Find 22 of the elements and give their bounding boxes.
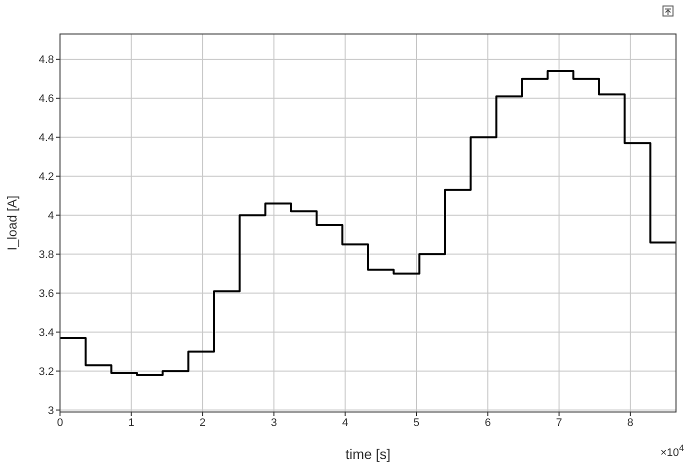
y-axis-title: I_load [A] [4, 196, 20, 250]
x-tick-label: 5 [413, 416, 420, 429]
x-tick-label: 4 [342, 416, 348, 429]
x-tick-label: 7 [556, 416, 562, 429]
y-tick-label: 4.2 [38, 171, 54, 184]
y-tick-label: 3.6 [38, 288, 54, 300]
text: ×10$^{4}$ [660, 443, 684, 459]
y-tick-label: 3.2 [38, 366, 54, 378]
x-tick-label: 0 [56, 416, 64, 429]
y-tick-label: 3.8 [38, 249, 54, 262]
x-tick-label: 2 [200, 416, 206, 429]
y-tick-label: 4.8 [38, 54, 54, 66]
y-tick-label: 3.4 [38, 327, 54, 340]
y-tick-label: 3 [48, 404, 54, 417]
y-tick-label: 4 [48, 210, 54, 222]
x-axis-title: time [s] [345, 446, 391, 462]
x-tick-label: 8 [627, 416, 634, 429]
x-tick-label: 1 [128, 416, 134, 429]
x-tick-label: 6 [484, 416, 491, 429]
y-tick-label: 4.6 [38, 93, 54, 106]
x-tick-label: 3 [270, 416, 277, 429]
y-tick-label: 4.4 [38, 132, 54, 144]
